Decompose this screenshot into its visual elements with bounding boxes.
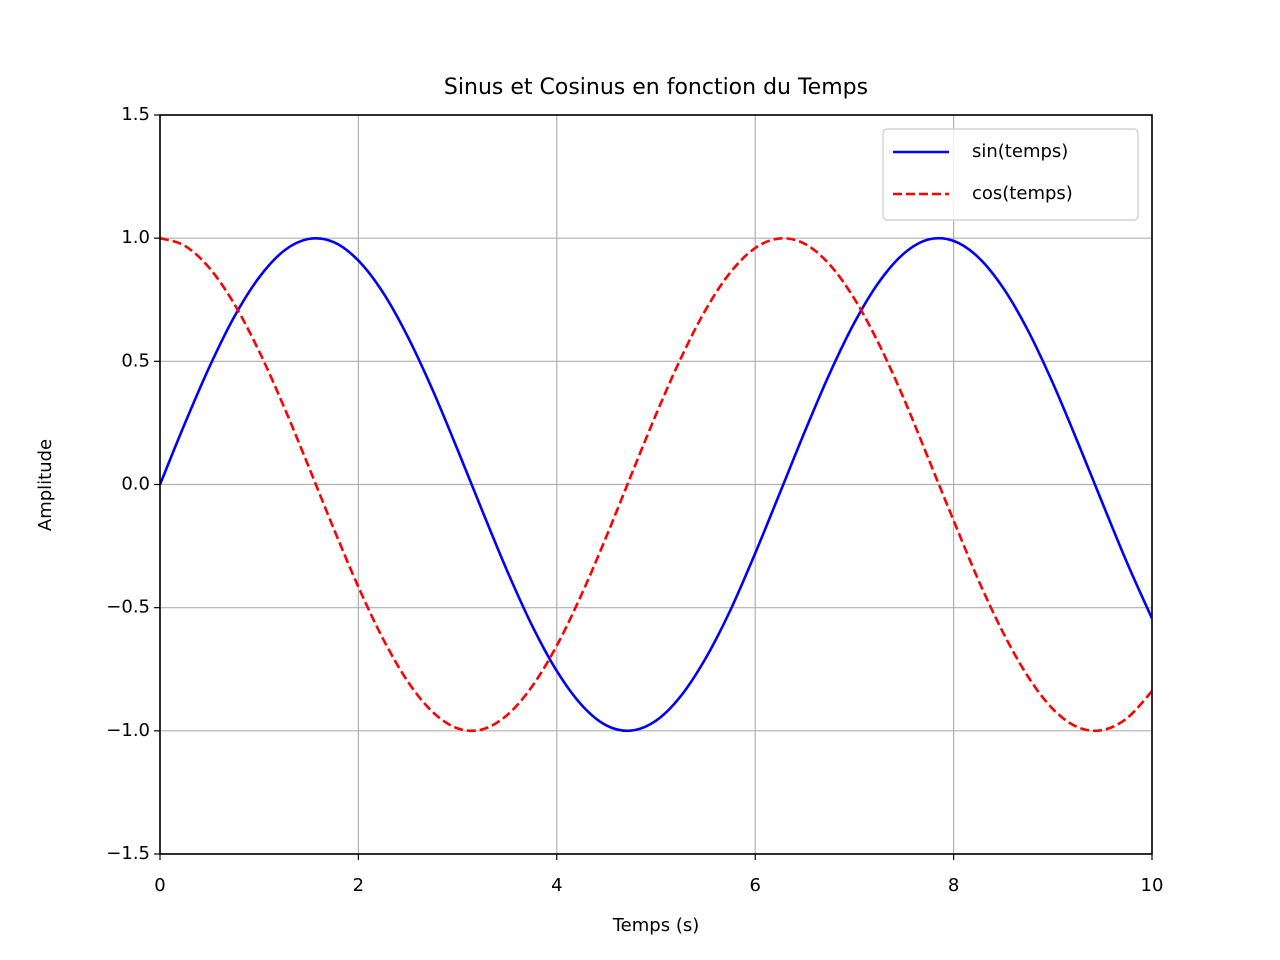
x-axis-label: Temps (s) <box>612 915 700 936</box>
y-tick-label: −1.5 <box>106 843 150 864</box>
x-tick-label: 10 <box>1141 875 1164 896</box>
x-tick-label: 6 <box>749 875 760 896</box>
legend-label: sin(temps) <box>972 141 1068 162</box>
x-tick-label: 8 <box>948 875 959 896</box>
y-axis-label: Amplitude <box>35 439 56 531</box>
x-tick-label: 2 <box>353 875 364 896</box>
series-line <box>160 236 1152 733</box>
y-tick-label: 0.5 <box>121 350 150 371</box>
x-tick-label: 4 <box>551 875 562 896</box>
x-tick-label: 0 <box>154 875 165 896</box>
y-tick-label: 0.0 <box>121 474 150 495</box>
plot-lines <box>160 236 1152 733</box>
y-tick-label: 1.5 <box>121 104 150 125</box>
series-line <box>160 236 1152 733</box>
legend-label: cos(temps) <box>972 183 1073 204</box>
y-tick-label: −0.5 <box>106 597 150 618</box>
y-tick-label: −1.0 <box>106 720 150 741</box>
y-tick-label: 1.0 <box>121 227 150 248</box>
plot-frame <box>159 114 1153 855</box>
chart-title: Sinus et Cosinus en fonction du Temps <box>444 75 868 100</box>
